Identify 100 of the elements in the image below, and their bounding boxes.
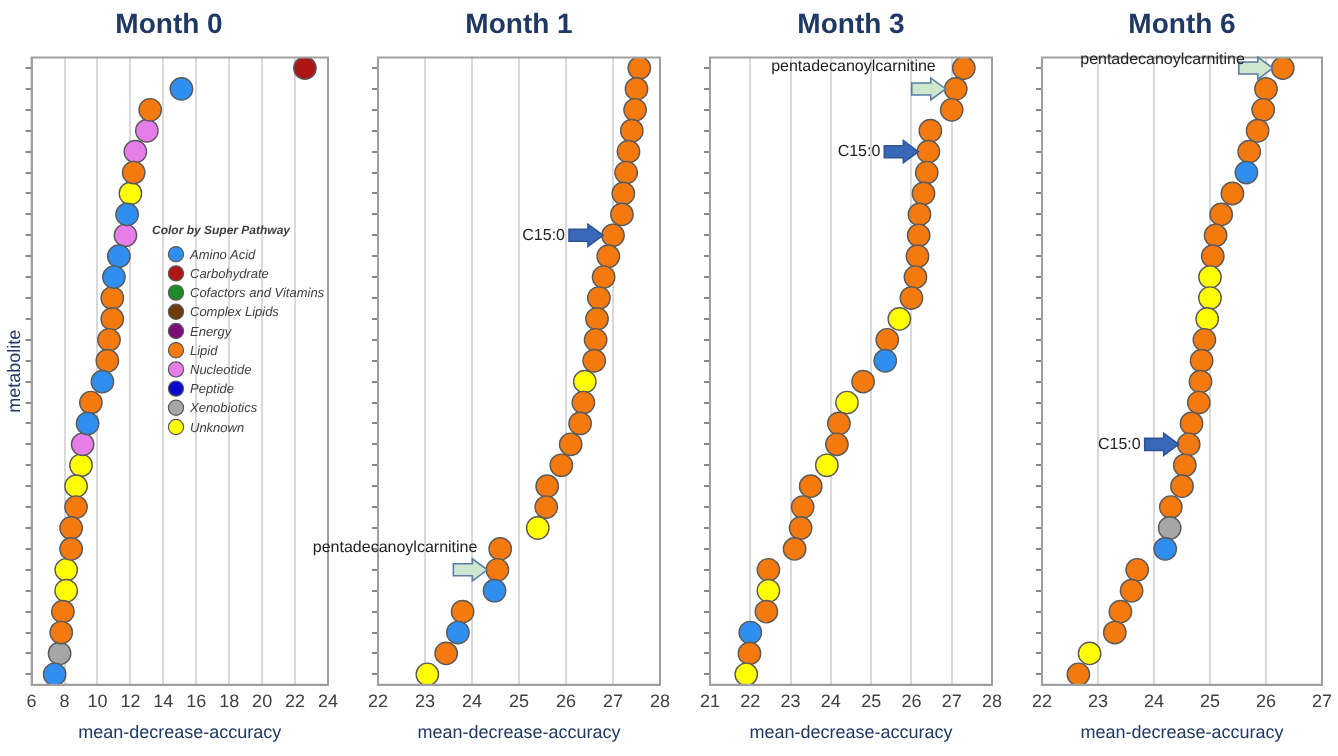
point: [756, 578, 781, 603]
point: [571, 390, 596, 415]
x-axis-title: mean-decrease-accuracy: [749, 722, 954, 743]
x-tick-label: 25: [508, 690, 530, 711]
point: [907, 202, 932, 227]
point: [906, 223, 931, 248]
x-tick-label: 28: [649, 690, 670, 711]
chart-title: Month 3: [797, 6, 906, 39]
point: [558, 432, 583, 457]
x-tick-label: 26: [1255, 690, 1277, 711]
point: [1108, 599, 1133, 624]
point: [50, 599, 75, 624]
point: [485, 557, 510, 582]
annotation: C15:0: [522, 225, 567, 244]
x-tick-label: 22: [1031, 690, 1053, 711]
point: [69, 453, 93, 478]
point: [887, 307, 912, 331]
annotation: C15:0: [1098, 434, 1142, 453]
x-axis-title: mean-decrease-accuracy: [417, 722, 622, 743]
point: [1125, 557, 1150, 582]
point: [914, 160, 939, 185]
point: [616, 139, 641, 164]
point: [611, 181, 636, 206]
point: [619, 118, 644, 143]
x-tick-label: 16: [186, 690, 207, 711]
point: [1192, 327, 1217, 352]
point: [939, 97, 964, 122]
annotation: pentadecanoylcarnitine: [1080, 50, 1246, 69]
point: [585, 307, 609, 331]
point: [596, 244, 621, 269]
point: [899, 286, 924, 310]
point: [873, 348, 898, 373]
point: [951, 57, 976, 80]
point: [1189, 348, 1214, 373]
x-tick-label: 23: [780, 690, 801, 711]
point: [1176, 432, 1201, 457]
point: [918, 118, 943, 143]
point: [610, 202, 634, 227]
point: [1220, 181, 1245, 206]
point: [446, 620, 470, 645]
point: [169, 77, 194, 101]
point: [591, 265, 616, 290]
point: [70, 432, 95, 457]
point: [121, 160, 146, 185]
point: [42, 662, 67, 685]
x-tick-label: 24: [1143, 690, 1165, 711]
point: [97, 327, 121, 352]
point: [1158, 495, 1183, 519]
point: [525, 516, 550, 540]
point: [835, 390, 859, 415]
point: [1186, 390, 1211, 415]
x-tick-label: 25: [861, 690, 882, 711]
point: [488, 537, 513, 561]
point: [1077, 641, 1102, 666]
point: [903, 265, 928, 290]
point: [798, 474, 823, 499]
x-tick-label: 26: [901, 690, 922, 711]
point: [623, 97, 647, 122]
x-tick-label: 22: [285, 690, 306, 711]
point: [49, 620, 74, 645]
chart-title: Month 1: [465, 6, 574, 39]
x-tick-label: 6: [26, 690, 37, 711]
point: [64, 474, 88, 499]
point: [1179, 411, 1204, 436]
x-tick-label: 8: [59, 690, 70, 711]
point: [814, 453, 839, 478]
x-tick-label: 27: [941, 690, 962, 711]
annotation: pentadecanoylcarnitine: [312, 538, 479, 557]
point: [1270, 57, 1295, 80]
point: [1234, 160, 1259, 185]
point: [102, 265, 126, 290]
x-tick-label: 12: [120, 690, 141, 711]
x-tick-label: 20: [252, 690, 273, 711]
point: [115, 202, 139, 227]
point: [756, 557, 781, 582]
point: [1254, 77, 1278, 101]
point: [737, 641, 762, 666]
point: [535, 474, 560, 499]
x-tick-label: 14: [153, 690, 174, 711]
point: [1066, 662, 1091, 685]
x-tick-label: 26: [555, 690, 577, 711]
point: [138, 97, 163, 122]
point: [1119, 578, 1144, 603]
point: [1157, 516, 1182, 540]
point: [47, 641, 72, 666]
x-tick-label: 24: [317, 690, 338, 711]
point: [1203, 223, 1228, 248]
point: [1172, 453, 1197, 478]
annotation: C15:0: [837, 142, 882, 161]
point: [1102, 620, 1127, 645]
y-axis-title: metabolite: [3, 329, 24, 413]
point: [95, 348, 120, 373]
point: [943, 77, 968, 101]
point: [78, 390, 103, 415]
point: [1251, 97, 1276, 122]
point: [434, 641, 459, 666]
x-tick-label: 27: [1311, 690, 1332, 711]
point: [1237, 139, 1262, 164]
point: [875, 327, 900, 352]
point: [582, 348, 607, 373]
